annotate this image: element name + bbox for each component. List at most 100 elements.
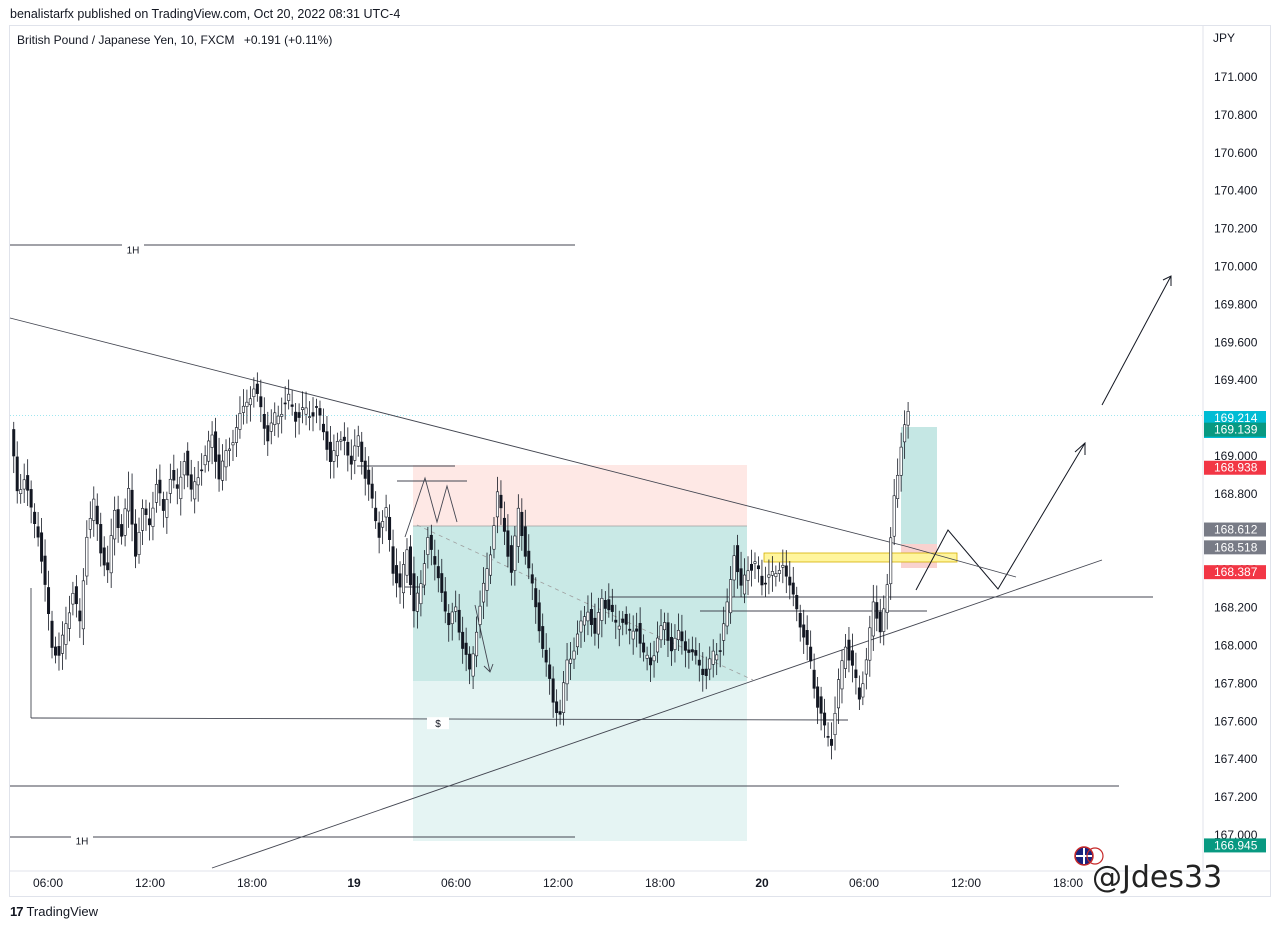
price-axis-tick: 167.600 (1214, 714, 1258, 728)
candle (429, 524, 433, 566)
price-axis-tick: 171.000 (1214, 70, 1258, 84)
candle-body (819, 696, 823, 714)
annotation-bg (427, 717, 449, 730)
candle (248, 386, 252, 422)
candle (882, 595, 886, 646)
candle-body (40, 532, 44, 562)
down-arrow (474, 604, 491, 673)
candle-body (802, 624, 806, 638)
candle (850, 633, 854, 683)
candle (687, 638, 691, 669)
candle-body (384, 507, 388, 518)
candle (57, 632, 61, 671)
candle-body (172, 470, 176, 481)
candle (565, 643, 569, 701)
candle-body (777, 570, 781, 574)
time-axis-tick: 19 (347, 876, 361, 890)
candle (704, 656, 708, 690)
candle-body (743, 574, 747, 595)
candle-body (753, 561, 757, 564)
candle-body (635, 628, 639, 632)
candle (332, 434, 336, 479)
candle-body (485, 568, 489, 591)
candle-body (290, 404, 294, 407)
candle (649, 642, 653, 682)
candle-body (628, 628, 632, 631)
candle (102, 536, 106, 577)
candle-body (280, 413, 284, 417)
candle (864, 647, 868, 690)
candle (276, 405, 280, 438)
candle-body (805, 630, 809, 645)
candle-body (624, 613, 628, 625)
tradingview-mark-icon: 17 (10, 904, 24, 919)
candle-body (433, 556, 437, 565)
candle-body (812, 669, 816, 689)
time-axis-tick: 18:00 (645, 876, 675, 890)
candle (433, 539, 437, 581)
annotation-bg (71, 834, 93, 847)
candle (349, 439, 353, 480)
candle-body (676, 630, 680, 640)
candle (656, 621, 660, 663)
candle-body (50, 620, 54, 648)
candle (770, 556, 774, 592)
candle-body (210, 434, 214, 448)
candle (109, 518, 113, 588)
candle (50, 610, 54, 659)
candle-body (405, 549, 409, 576)
candle (134, 509, 138, 569)
candle (130, 473, 134, 542)
candle (628, 613, 632, 645)
candle (621, 611, 625, 636)
candle (12, 421, 16, 474)
candle (537, 589, 541, 643)
candle-body (367, 469, 371, 485)
price-axis-tick: 167.400 (1214, 752, 1258, 766)
candle-body (763, 582, 767, 585)
candle-body (506, 530, 510, 557)
candle-body (889, 537, 893, 585)
candle (78, 598, 82, 638)
candle (607, 583, 611, 618)
candle-body (248, 398, 252, 406)
candle (659, 609, 663, 648)
candle (234, 414, 238, 458)
candle (252, 377, 256, 408)
candle-body (861, 683, 865, 698)
candle (596, 597, 600, 649)
candle-body (457, 609, 461, 633)
candle (548, 647, 552, 695)
candle-body (784, 565, 788, 577)
candle (440, 558, 444, 602)
extended-target-zone (413, 681, 747, 841)
candle (40, 517, 44, 574)
position-target-zone (901, 427, 937, 544)
candle-body (527, 550, 531, 569)
price-label-value: 169.139 (1214, 423, 1258, 437)
candle (593, 603, 597, 646)
candle-body (81, 580, 85, 630)
price-axis-tick: 170.800 (1214, 108, 1258, 122)
candle-body (899, 446, 903, 476)
candle-body (694, 650, 698, 656)
candle (436, 549, 440, 593)
candle (812, 653, 816, 699)
candle (262, 397, 266, 445)
candle-body (22, 479, 26, 490)
candle-body (301, 407, 305, 410)
candle (301, 391, 305, 424)
target-zone (413, 526, 747, 681)
candle (405, 538, 409, 584)
symbol-name: British Pound / Japanese Yen, 10, FXCM (17, 33, 235, 47)
candle (534, 577, 538, 624)
candle-body (656, 637, 660, 653)
candle-body (662, 622, 666, 631)
price-label-value: 168.938 (1214, 461, 1258, 475)
candle (885, 573, 889, 630)
tradingview-logo[interactable]: 17 TradingView (10, 904, 98, 919)
candle (816, 676, 820, 725)
price-label-box (1204, 460, 1266, 475)
chart-frame[interactable] (9, 25, 1271, 897)
